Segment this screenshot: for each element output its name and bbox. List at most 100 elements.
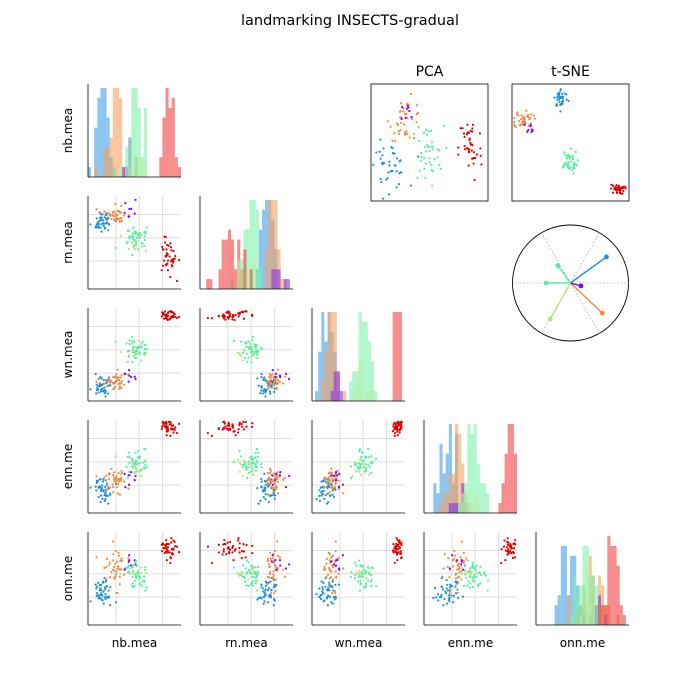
- data-point: [326, 480, 330, 483]
- embedding-point: [622, 189, 625, 193]
- loading-tip: [600, 310, 605, 316]
- data-point: [119, 473, 122, 476]
- embedding-point: [467, 148, 470, 151]
- data-point: [273, 583, 276, 586]
- data-point: [228, 548, 232, 551]
- data-point: [260, 477, 263, 481]
- panel-onn.me-vs-onn.me: [535, 532, 629, 626]
- data-point: [464, 569, 467, 572]
- data-point: [270, 386, 273, 389]
- data-point: [97, 222, 100, 225]
- data-point: [360, 564, 363, 568]
- data-point: [447, 589, 450, 592]
- data-point: [133, 375, 136, 378]
- data-point: [370, 471, 373, 475]
- data-point: [97, 593, 100, 597]
- data-point: [135, 559, 138, 562]
- embedding-point: [380, 180, 383, 184]
- embedding-point: [478, 132, 482, 135]
- embedding-point: [466, 123, 469, 126]
- data-point: [271, 557, 274, 560]
- histogram-bar: [252, 200, 256, 289]
- histogram-bar: [594, 585, 598, 625]
- embedding-point: [420, 159, 423, 162]
- data-point: [257, 384, 260, 387]
- data-point: [145, 347, 148, 351]
- data-point: [143, 348, 146, 351]
- data-point: [138, 457, 141, 460]
- data-point: [228, 552, 231, 555]
- data-point: [362, 568, 365, 571]
- data-point: [136, 470, 140, 473]
- data-point: [370, 584, 373, 587]
- data-point: [269, 469, 272, 472]
- data-point: [106, 217, 109, 220]
- data-point: [433, 587, 437, 590]
- data-point: [260, 583, 263, 586]
- data-point: [270, 591, 273, 595]
- panel-wn.mea-vs-nb.mea: [87, 308, 181, 402]
- embedding-point: [513, 120, 516, 124]
- data-point: [271, 487, 274, 490]
- data-point: [321, 493, 325, 496]
- data-point: [250, 575, 253, 578]
- data-point: [251, 335, 255, 338]
- figure-title: landmarking INSECTS-gradual: [241, 13, 459, 29]
- data-point: [365, 576, 368, 579]
- loading-tip: [555, 263, 561, 268]
- embedding-point: [404, 116, 407, 119]
- data-point: [262, 495, 265, 499]
- data-point: [367, 456, 371, 459]
- panel-enn.me-vs-wn.mea: [311, 420, 405, 514]
- data-point: [238, 547, 241, 550]
- data-point: [331, 578, 335, 581]
- embedding-point: [415, 121, 418, 124]
- data-point: [112, 485, 115, 489]
- data-point: [359, 473, 363, 476]
- data-point: [367, 571, 371, 574]
- histogram-bar: [321, 381, 325, 401]
- data-point: [268, 565, 271, 569]
- embedding-point: [463, 135, 466, 138]
- data-point: [137, 239, 140, 242]
- data-point: [358, 569, 361, 572]
- data-point: [123, 472, 126, 475]
- histogram-bar: [554, 605, 558, 625]
- data-point: [89, 600, 92, 603]
- data-point: [125, 242, 128, 245]
- data-point: [238, 424, 241, 427]
- data-point: [335, 559, 338, 562]
- data-point: [140, 245, 143, 248]
- histogram-bar: [274, 269, 278, 289]
- data-point: [238, 421, 241, 424]
- embedding-point: [427, 130, 430, 133]
- data-point: [251, 544, 254, 547]
- data-point: [248, 346, 251, 349]
- data-point: [169, 556, 172, 559]
- data-point: [260, 466, 263, 469]
- data-point: [134, 243, 138, 246]
- embedding-point: [395, 122, 399, 125]
- data-point: [114, 202, 117, 206]
- data-point: [442, 604, 445, 607]
- loading-tip: [543, 280, 549, 286]
- data-point: [462, 584, 466, 587]
- data-point: [139, 345, 142, 348]
- data-point: [144, 448, 147, 451]
- data-point: [134, 466, 137, 469]
- embedding-point: [401, 105, 404, 109]
- histogram-bar: [258, 229, 262, 289]
- data-point: [331, 554, 334, 557]
- panel-enn.me-vs-nb.mea: [87, 420, 181, 514]
- embedding-point: [528, 117, 531, 121]
- embedding-point: [389, 125, 392, 128]
- data-point: [328, 559, 331, 562]
- data-point: [101, 213, 104, 216]
- data-point: [118, 568, 121, 571]
- data-point: [487, 579, 490, 582]
- histogram-bar: [613, 545, 617, 625]
- data-point: [115, 214, 118, 217]
- data-point: [263, 489, 266, 493]
- data-point: [395, 543, 398, 546]
- embedding-point: [470, 149, 473, 152]
